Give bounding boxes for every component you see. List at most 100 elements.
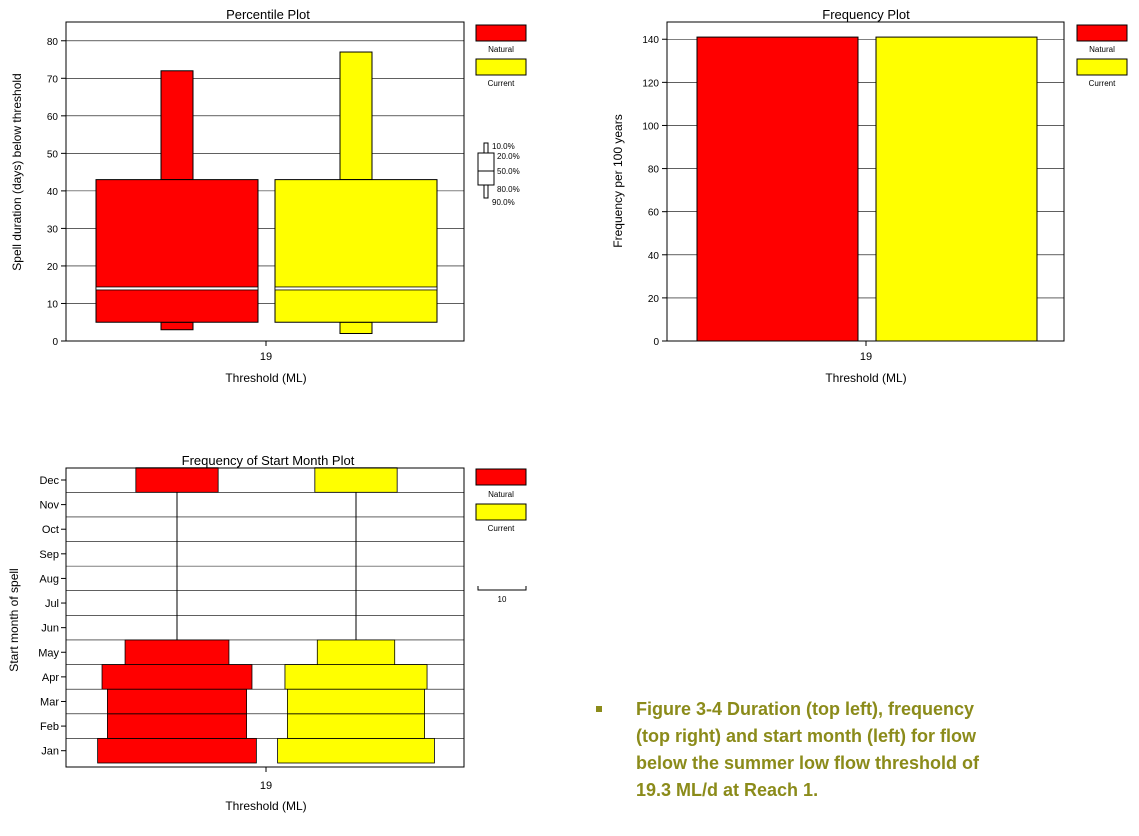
percentile-y-tick-label: 60	[47, 112, 59, 123]
current-bar	[875, 36, 1038, 342]
percentile-y-axis-label: Spell duration (days) below threshold	[10, 73, 24, 270]
percentile-y-tick-label: 40	[47, 187, 59, 198]
current-month-bar	[284, 664, 428, 690]
frequency-y-ticks: 0 20 40 60 80 100 120 140	[642, 35, 667, 348]
frequency-plot: Frequency Plot 0 20 40 60 80 100 120 140 19 Thr…	[611, 7, 1128, 385]
natural-upper-whisker	[160, 70, 194, 181]
percentile-key-label-10: 10.0%	[492, 142, 515, 151]
frequency-legend-current-label: Current	[1089, 79, 1116, 88]
start-month-y-tick-label: Dec	[39, 475, 59, 487]
start-month-y-tick-label: Nov	[39, 500, 59, 512]
frequency-y-axis-label: Frequency per 100 years	[611, 114, 625, 247]
start-month-x-tick-label: 19	[260, 780, 272, 792]
percentile-legend-natural-swatch	[475, 24, 527, 42]
start-month-legend-scale-label: 10	[498, 595, 507, 604]
figure-caption: Figure 3-4 Duration (top left), frequenc…	[596, 696, 1136, 804]
natural-month-bar	[124, 639, 230, 665]
current-month-bar	[316, 639, 396, 665]
natural-month-bar	[107, 688, 247, 715]
percentile-legend-natural-label: Natural	[488, 45, 514, 54]
frequency-y-tick-label: 100	[642, 121, 659, 132]
start-month-y-tick-label: Oct	[42, 524, 59, 536]
percentile-key-label-90: 90.0%	[492, 198, 515, 207]
caption-bullet-icon	[596, 706, 602, 712]
start-month-legend-scale-bar	[477, 586, 527, 591]
percentile-key-label-50: 50.0%	[497, 167, 520, 176]
current-upper-whisker	[339, 51, 373, 181]
natural-box	[95, 179, 259, 323]
current-median-line	[274, 286, 438, 291]
frequency-bars	[696, 36, 1038, 342]
natural-month-bar	[135, 467, 219, 493]
start-month-y-tick-label: Jul	[45, 598, 59, 610]
frequency-y-tick-label: 80	[648, 165, 660, 176]
natural-bar	[696, 36, 859, 342]
percentile-boxes	[95, 51, 438, 334]
percentile-legend-current-label: Current	[488, 79, 515, 88]
percentile-y-tick-label: 0	[52, 337, 58, 348]
percentile-key-label-80: 80.0%	[497, 185, 520, 194]
percentile-y-tick-label: 80	[47, 37, 59, 48]
caption-line: (top right) and start month (left) for f…	[636, 726, 976, 746]
percentile-y-tick-label: 70	[47, 74, 59, 85]
frequency-y-tick-label: 0	[653, 337, 659, 348]
start-month-plot: Jan Feb Mar Apr May Jun Jul Aug Sep Oct Nov Dec Fre…	[7, 453, 527, 813]
start-month-y-ticks: Jan Feb Mar Apr May Jun Jul Aug Sep Oct Nov Dec	[38, 475, 66, 758]
start-month-plot-frame	[65, 467, 465, 768]
current-lower-whisker	[339, 321, 373, 334]
start-month-y-tick-label: May	[38, 647, 59, 659]
percentile-y-tick-label: 30	[47, 224, 59, 235]
percentile-plot: Percentile Plot 0 10 20 30 40 50 60 70 80 19 Thr…	[10, 7, 527, 385]
current-month-bar	[286, 713, 425, 739]
natural-month-bar	[97, 737, 257, 764]
percentile-y-ticks: 0 10 20 30 40 50 60 70 80	[47, 37, 66, 348]
percentile-legend-current-swatch	[475, 58, 527, 76]
natural-median-line	[95, 286, 259, 291]
current-month-bar	[286, 688, 425, 715]
frequency-y-tick-label: 20	[648, 294, 660, 305]
start-month-legend-natural-label: Natural	[488, 490, 514, 499]
percentile-key-glyph	[477, 142, 495, 199]
frequency-y-tick-label: 40	[648, 251, 660, 262]
start-month-y-tick-label: Feb	[40, 721, 59, 733]
caption-line: below the summer low flow threshold of	[636, 753, 980, 773]
start-month-legend-current-swatch	[475, 503, 527, 521]
start-month-y-tick-label: Jan	[41, 746, 59, 758]
caption-line: Figure 3-4 Duration (top left), frequenc…	[636, 699, 975, 719]
frequency-x-tick-label: 19	[860, 351, 872, 363]
percentile-plot-frame	[65, 21, 465, 342]
natural-month-bar	[101, 664, 253, 690]
start-month-legend-current-label: Current	[488, 524, 515, 533]
frequency-y-tick-label: 60	[648, 208, 660, 219]
current-box	[274, 179, 438, 323]
frequency-plot-title: Frequency Plot	[822, 7, 910, 22]
start-month-x-axis-label: Threshold (ML)	[225, 799, 306, 813]
start-month-y-tick-label: Mar	[40, 696, 59, 708]
start-month-y-tick-label: Aug	[39, 573, 59, 585]
start-month-y-tick-label: Apr	[42, 672, 59, 684]
start-month-y-tick-label: Sep	[39, 549, 59, 561]
natural-month-bar	[107, 713, 247, 739]
percentile-x-axis-label: Threshold (ML)	[225, 371, 306, 385]
frequency-legend-current-swatch	[1076, 58, 1128, 76]
percentile-x-tick-label: 19	[260, 351, 272, 363]
start-month-y-tick-label: Jun	[41, 623, 59, 635]
frequency-x-axis-label: Threshold (ML)	[825, 371, 906, 385]
current-month-bar	[314, 467, 398, 493]
percentile-y-tick-label: 10	[47, 299, 59, 310]
start-month-y-axis-label: Start month of spell	[7, 568, 21, 671]
frequency-legend-natural-swatch	[1076, 24, 1128, 42]
frequency-y-tick-label: 120	[642, 78, 659, 89]
natural-lower-whisker	[160, 321, 194, 331]
start-month-shapes	[97, 467, 435, 764]
caption-line: 19.3 ML/d at Reach 1.	[636, 780, 819, 800]
percentile-y-tick-label: 20	[47, 262, 59, 273]
percentile-y-tick-label: 50	[47, 149, 59, 160]
current-month-bar	[277, 737, 435, 764]
frequency-legend-natural-label: Natural	[1089, 45, 1115, 54]
start-month-legend-natural-swatch	[475, 468, 527, 486]
percentile-plot-title: Percentile Plot	[226, 7, 310, 22]
start-month-plot-title: Frequency of Start Month Plot	[182, 453, 355, 468]
frequency-y-tick-label: 140	[642, 35, 659, 46]
percentile-key-label-20: 20.0%	[497, 152, 520, 161]
